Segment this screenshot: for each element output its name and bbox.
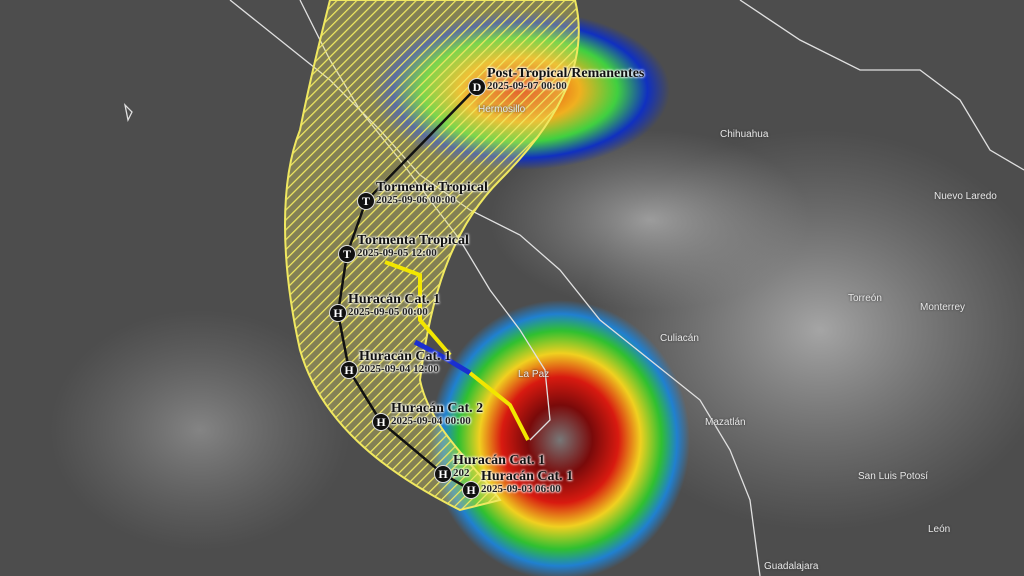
warning-yellow	[384, 260, 452, 357]
storm-status: Huracán Cat. 1	[348, 292, 441, 307]
forecast-datetime: 2025-09-06 00:00	[376, 194, 456, 206]
track-point-label: Huracán Cat. 2 2025-09-04 00:00	[391, 402, 483, 427]
city-label: Guadalajara	[764, 561, 819, 572]
city-label: Culiacán	[660, 333, 699, 344]
track-point-marker[interactable]: H	[462, 481, 480, 499]
track-point-label: Huracán Cat. 1 202	[453, 454, 545, 479]
storm-cloud	[430, 300, 690, 576]
track-point-label: Huracán Cat. 1 2025-09-05 00:00	[348, 293, 440, 318]
track-point-label: Huracán Cat. 1 2025-09-04 12:00	[359, 350, 451, 375]
city-label: San Luis Potosí	[858, 471, 929, 482]
track-point-marker[interactable]: T	[357, 192, 375, 210]
track-point-marker[interactable]: H	[340, 361, 358, 379]
storm-status: Huracán Cat. 2	[391, 401, 484, 416]
forecast-datetime: 2025-09-04 00:00	[391, 415, 471, 427]
track-point-marker[interactable]: H	[329, 304, 347, 322]
track-point-marker[interactable]: D	[468, 78, 486, 96]
forecast-datetime: 202	[453, 467, 470, 479]
warning-yellow-south	[468, 371, 530, 441]
forecast-datetime: 2025-09-07 00:00	[487, 80, 567, 92]
storm-status: Huracán Cat. 1	[481, 469, 574, 484]
forecast-track	[336, 86, 478, 492]
forecast-datetime: 2025-09-04 12:00	[359, 363, 439, 375]
city-label: La Paz	[518, 369, 550, 380]
city-label: Nuevo Laredo	[934, 191, 997, 202]
storm-status: Tormenta Tropical	[376, 180, 488, 195]
track-point-label: Tormenta Tropical 2025-09-06 00:00	[376, 181, 488, 206]
city-label: Mazatlán	[705, 417, 746, 428]
track-point-label: Post-Tropical/Remanentes 2025-09-07 00:00	[487, 67, 644, 92]
forecast-datetime: 2025-09-03 06:00	[481, 483, 561, 495]
forecast-cone	[284, 0, 580, 512]
city-label: León	[928, 524, 951, 535]
storm-status: Huracán Cat. 1	[453, 453, 546, 468]
city-label: Hermosillo	[478, 104, 526, 115]
track-point-label: Huracán Cat. 1 2025-09-03 06:00	[481, 470, 573, 495]
city-label: Chihuahua	[720, 129, 769, 140]
forecast-datetime: 2025-09-05 00:00	[348, 306, 428, 318]
track-point-marker[interactable]: T	[338, 245, 356, 263]
city-label: Monterrey	[920, 302, 966, 313]
storm-status: Huracán Cat. 1	[359, 349, 452, 364]
warning-blue	[413, 339, 472, 376]
track-point-marker[interactable]: H	[372, 413, 390, 431]
storm-status: Post-Tropical/Remanentes	[487, 66, 645, 81]
forecast-datetime: 2025-09-05 12:00	[357, 247, 437, 259]
track-point-label: Tormenta Tropical 2025-09-05 12:00	[357, 234, 469, 259]
track-point-marker[interactable]: H	[434, 465, 452, 483]
storm-status: Tormenta Tropical	[357, 233, 469, 248]
city-label: Torreón	[848, 293, 882, 304]
